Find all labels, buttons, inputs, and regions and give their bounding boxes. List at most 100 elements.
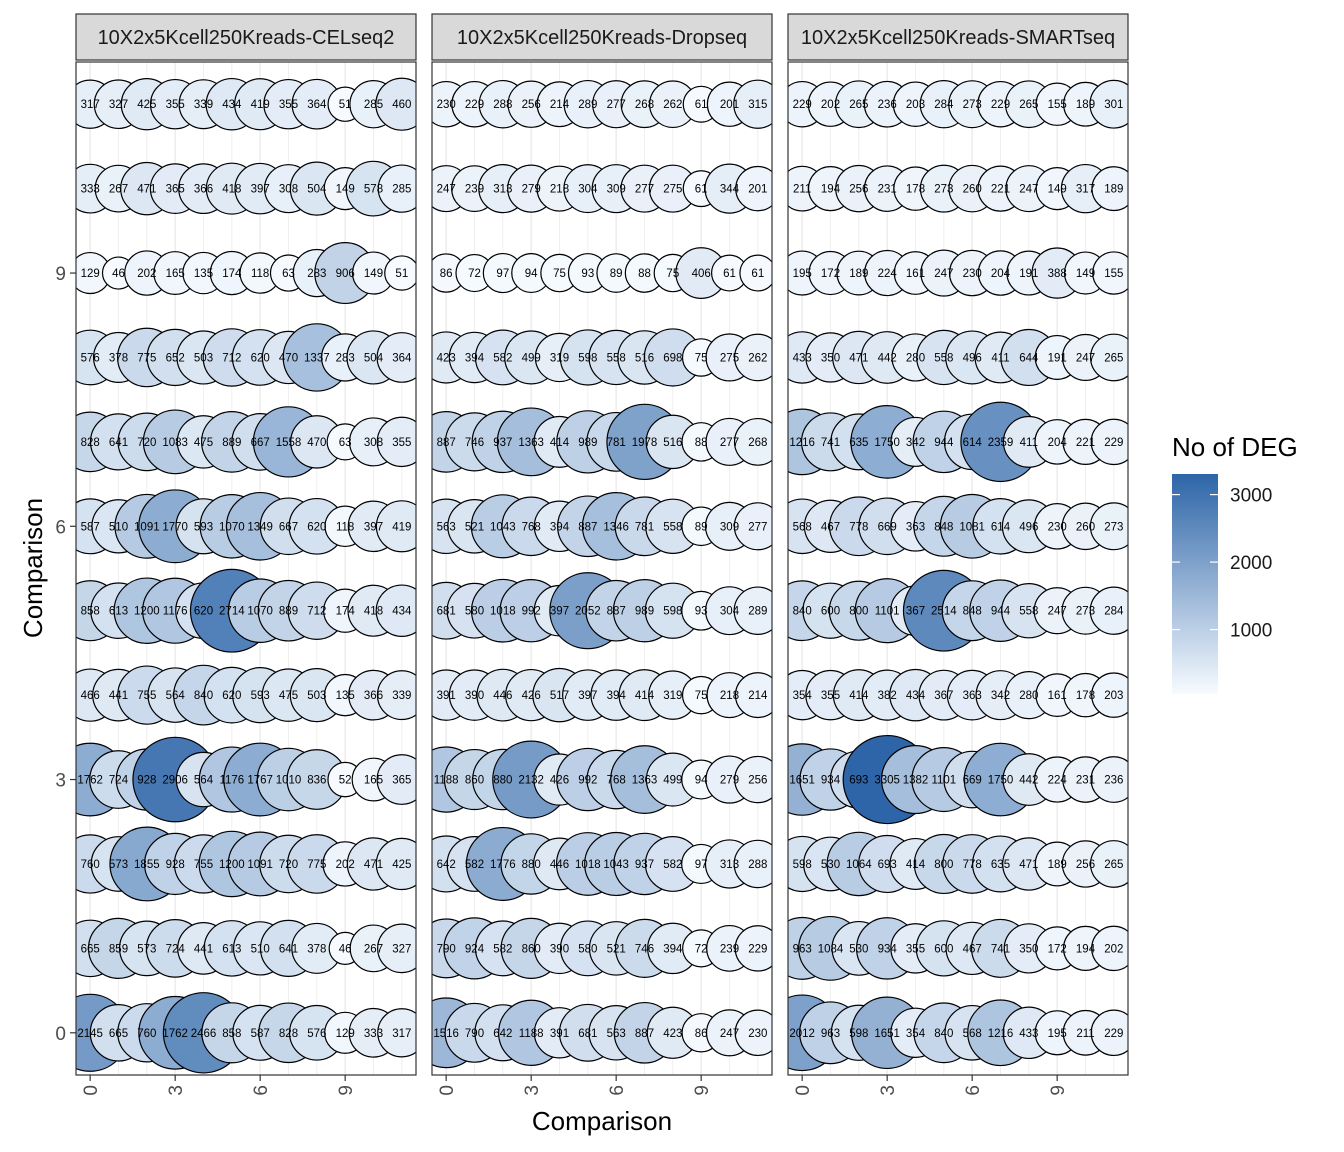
bubble-value-label: 262 bbox=[663, 99, 682, 111]
bubble-point bbox=[734, 672, 772, 719]
bubble-value-label: 194 bbox=[1076, 943, 1096, 955]
bubble-value-label: 230 bbox=[963, 268, 982, 280]
bubble-value-label: 620 bbox=[194, 606, 213, 618]
bubble-value-label: 724 bbox=[109, 775, 129, 787]
bubble-value-label: 367 bbox=[934, 690, 953, 702]
bubble-value-label: 364 bbox=[307, 99, 327, 111]
bubble-value-label: 848 bbox=[963, 606, 982, 618]
bubble-value-label: 471 bbox=[849, 352, 868, 364]
bubble-value-label: 963 bbox=[821, 1028, 840, 1040]
bubble-value-label: 394 bbox=[550, 521, 570, 533]
bubble-value-label: 425 bbox=[137, 99, 156, 111]
bubble-value-label: 614 bbox=[963, 437, 983, 449]
bubble-value-label: 441 bbox=[109, 690, 128, 702]
bubble-value-label: 414 bbox=[635, 690, 655, 702]
bubble-point bbox=[1089, 586, 1128, 635]
bubble-value-label: 267 bbox=[364, 943, 383, 955]
bubble-value-label: 204 bbox=[1048, 437, 1068, 449]
bubble-value-label: 934 bbox=[821, 775, 841, 787]
bubble-value-label: 1091 bbox=[247, 859, 273, 871]
bubble-value-label: 924 bbox=[465, 943, 485, 955]
x-tick-label: 9 bbox=[336, 1085, 357, 1096]
legend-tick-label: 2000 bbox=[1230, 553, 1272, 574]
bubble-value-label: 419 bbox=[392, 521, 411, 533]
bubble-value-label: 229 bbox=[465, 99, 484, 111]
bubble-value-label: 1101 bbox=[931, 775, 956, 787]
bubble-point bbox=[376, 416, 416, 468]
bubble-value-label: 1083 bbox=[162, 437, 188, 449]
x-tick-label: 0 bbox=[437, 1085, 458, 1096]
bubble-value-label: 635 bbox=[849, 437, 868, 449]
bubble-value-label: 189 bbox=[1104, 184, 1123, 196]
bubble-value-label: 433 bbox=[793, 352, 812, 364]
bubble-value-label: 778 bbox=[963, 859, 982, 871]
bubble-value-label: 236 bbox=[878, 99, 897, 111]
bubble-value-label: 614 bbox=[991, 521, 1011, 533]
bubble-value-label: 194 bbox=[821, 184, 841, 196]
bubble-value-label: 378 bbox=[109, 352, 128, 364]
bubble-value-label: 275 bbox=[720, 352, 739, 364]
bubble-value-label: 475 bbox=[194, 437, 213, 449]
bubble-value-label: 858 bbox=[222, 1028, 241, 1040]
bubble-point bbox=[1089, 333, 1128, 382]
bubble-value-label: 363 bbox=[963, 690, 982, 702]
bubble-value-label: 434 bbox=[392, 606, 412, 618]
bubble-value-label: 1651 bbox=[874, 1028, 900, 1040]
bubble-point bbox=[1091, 166, 1128, 212]
bubble-value-label: 644 bbox=[1019, 352, 1039, 364]
bubble-value-label: 558 bbox=[663, 521, 682, 533]
bubble-value-label: 355 bbox=[279, 99, 298, 111]
bubble-value-label: 620 bbox=[251, 352, 270, 364]
bubble-value-label: 289 bbox=[578, 99, 597, 111]
bubble-value-label: 755 bbox=[194, 859, 213, 871]
bubble-value-label: 1043 bbox=[603, 859, 629, 871]
bubble-value-label: 1558 bbox=[276, 437, 302, 449]
bubble-value-label: 277 bbox=[607, 99, 626, 111]
bubble-value-label: 391 bbox=[550, 1028, 569, 1040]
bubble-value-label: 503 bbox=[194, 352, 213, 364]
bubble-value-label: 363 bbox=[906, 521, 925, 533]
bubble-point bbox=[733, 586, 772, 635]
bubble-value-label: 1346 bbox=[603, 521, 629, 533]
bubble-value-label: 928 bbox=[137, 775, 156, 787]
bubble-value-label: 308 bbox=[279, 184, 298, 196]
bubble-value-label: 521 bbox=[607, 943, 626, 955]
bubble-value-label: 367 bbox=[906, 606, 925, 618]
bubble-value-label: 284 bbox=[1104, 606, 1124, 618]
bubble-value-label: 521 bbox=[465, 521, 484, 533]
bubble-value-label: 775 bbox=[137, 352, 156, 364]
bubble-value-label: 350 bbox=[821, 352, 840, 364]
bubble-value-label: 366 bbox=[364, 690, 383, 702]
bubble-value-label: 149 bbox=[1048, 184, 1067, 196]
bubble-point bbox=[1090, 756, 1128, 803]
bubble-value-label: 391 bbox=[437, 690, 456, 702]
bubble-value-label: 279 bbox=[522, 184, 541, 196]
bubble-value-label: 471 bbox=[137, 184, 156, 196]
y-axis-title: Comparison bbox=[18, 498, 48, 638]
facet-panel: 10X2x5Kcell250Kreads-Dropseq 1516 790 642 11… bbox=[431, 13, 773, 1076]
bubble-value-label: 247 bbox=[1076, 352, 1095, 364]
bubble-value-label: 1188 bbox=[434, 775, 459, 787]
bubble-value-label: 598 bbox=[663, 606, 682, 618]
bubble-value-label: 1200 bbox=[219, 859, 245, 871]
bubble-point bbox=[735, 165, 772, 212]
bubble-value-label: 558 bbox=[1019, 606, 1038, 618]
bubble-value-label: 613 bbox=[222, 943, 241, 955]
bubble-point bbox=[733, 79, 772, 129]
bubble-value-label: 1010 bbox=[276, 775, 302, 787]
bubble-value-label: 285 bbox=[364, 99, 383, 111]
bubble-value-label: 496 bbox=[963, 352, 982, 364]
bubble-value-label: 288 bbox=[748, 859, 767, 871]
bubble-value-label: 1382 bbox=[903, 775, 929, 787]
bubble-value-label: 582 bbox=[493, 352, 512, 364]
bubble-value-label: 1363 bbox=[518, 437, 544, 449]
facet-strip-label: 10X2x5Kcell250Kreads-SMARTseq bbox=[801, 27, 1115, 49]
bubble-value-label: 231 bbox=[1076, 775, 1095, 787]
bubble-value-label: 620 bbox=[222, 690, 241, 702]
bubble-value-label: 598 bbox=[578, 352, 597, 364]
bubble-value-label: 301 bbox=[1104, 99, 1123, 111]
y-tick-label: 0 bbox=[55, 1024, 66, 1045]
bubble-value-label: 781 bbox=[607, 437, 626, 449]
bubble-value-label: 1516 bbox=[433, 1028, 459, 1040]
bubble-value-label: 309 bbox=[720, 521, 739, 533]
